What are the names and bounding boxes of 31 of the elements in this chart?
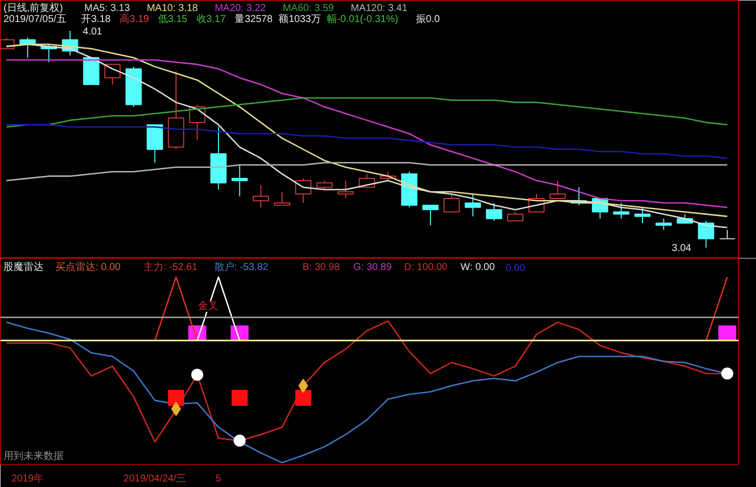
text: 主力: -52.61: [144, 260, 198, 273]
text: 振0.0: [416, 13, 440, 25]
text: 2019/07/05/五: [4, 14, 66, 25]
text: MA60: 3.59: [282, 3, 334, 14]
text: MA5: 3.13: [84, 3, 130, 14]
text: MA20: 3.22: [214, 3, 266, 14]
annotation: 用到未来数据: [4, 450, 64, 462]
annotation: 3.04: [672, 243, 692, 254]
text: G: 30.89: [353, 262, 392, 273]
text: W: 0.00: [460, 262, 496, 273]
text: D: 100.00: [404, 262, 448, 273]
text: MA120: 3.41: [350, 3, 408, 14]
chart-title: (日线,前复权): [4, 2, 63, 14]
text: 收3.17: [196, 14, 226, 25]
text: 额1033万: [278, 13, 321, 25]
text: 高3.19: [120, 13, 150, 25]
annotation: 金叉: [198, 300, 218, 312]
text: 开3.18: [81, 14, 111, 25]
text: 散户: -53.82: [214, 260, 269, 273]
text: 低3.15: [158, 14, 188, 25]
chart-title: 股魔雷达: [4, 260, 44, 273]
text: MA10: 3.18: [146, 3, 198, 14]
text: 幅-0.01(-0.31%): [327, 13, 398, 25]
text: 买点雷达: 0.00: [56, 260, 121, 273]
text: B: 30.98: [302, 262, 340, 273]
x-tick-label: 2019年: [12, 472, 44, 484]
text: 量32578: [234, 14, 273, 25]
text: 0.00: [506, 262, 526, 274]
x-tick-label: 2019/04/24/三: [123, 474, 186, 484]
x-tick-label: 5: [216, 474, 222, 484]
annotation: 4.01: [82, 26, 103, 38]
